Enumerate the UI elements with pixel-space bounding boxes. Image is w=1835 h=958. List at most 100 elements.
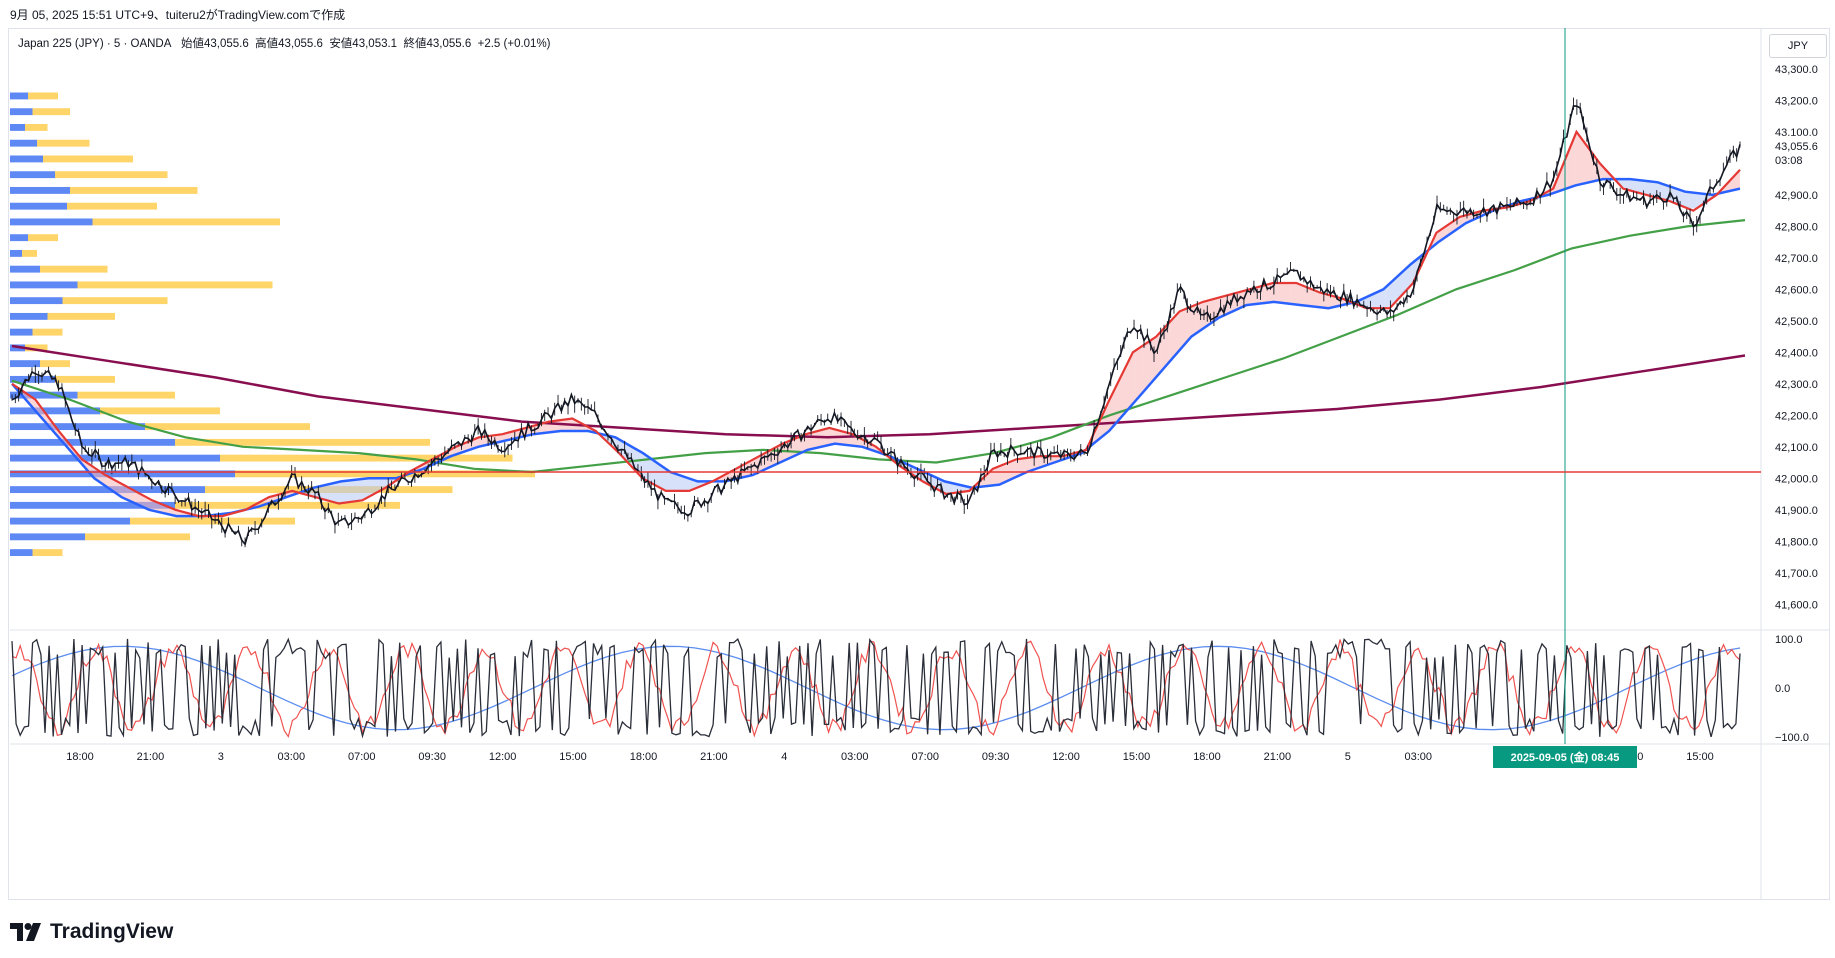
ema-fill-segment (996, 463, 1006, 485)
vp-up-bar (10, 218, 93, 226)
vp-down-bar (55, 171, 168, 179)
vp-up-bar (10, 423, 145, 431)
time-tick-label: 12:00 (1052, 751, 1080, 763)
price-tick-label: 41,700.0 (1775, 568, 1818, 580)
ema-fill-segment (357, 478, 367, 501)
close-value: 終値43,055.6 (403, 38, 472, 50)
price-tick-label: 41,900.0 (1775, 505, 1818, 517)
time-tick-label: 18:00 (1193, 751, 1221, 763)
vp-down-bar (77, 391, 175, 399)
ema-fill-segment (331, 481, 341, 504)
time-tick-label: 3 (218, 751, 224, 763)
ema-fill-segment (1688, 192, 1697, 209)
last-price-label: 43,055.6 (1775, 141, 1818, 153)
time-tick-label: 09:30 (982, 751, 1010, 763)
ema-fill-segment (1290, 283, 1300, 305)
price-tick-label: 42,300.0 (1775, 379, 1818, 391)
vp-down-bar (28, 234, 58, 242)
vp-up-bar (10, 360, 40, 368)
open-value: 始値43,055.6 (181, 38, 249, 50)
ema-fill-segment (262, 496, 272, 506)
ema-fill-segment (1169, 312, 1179, 362)
ema-fill-segment (1212, 296, 1222, 322)
sma-200-line (11, 219, 1746, 474)
vp-down-bar (43, 155, 133, 163)
price-tick-label: 42,600.0 (1775, 284, 1818, 296)
time-tick-label: 15:00 (559, 751, 587, 763)
volume-profile (10, 92, 535, 557)
time-tick-label: 15:00 (1686, 751, 1714, 763)
vp-up-bar (10, 501, 175, 509)
vp-up-bar (10, 186, 70, 194)
ema-fill-segment (1644, 180, 1654, 197)
vp-down-bar (145, 423, 310, 431)
ema-fill-segment (1567, 133, 1576, 189)
ema-fill-segment (1696, 193, 1706, 209)
ema-fill-segment (1273, 283, 1283, 303)
logo-text: TradingView (50, 920, 174, 943)
vp-up-bar (10, 202, 67, 210)
vp-up-bar (10, 281, 78, 289)
ema-fill-segment (1282, 283, 1291, 304)
stoch_k-line (11, 637, 1741, 739)
time-tick-label: 21:00 (1264, 751, 1292, 763)
vp-down-bar (40, 360, 70, 368)
price-tick-label: 43,200.0 (1775, 95, 1818, 107)
price-tick-label: 41,800.0 (1775, 536, 1818, 548)
currency-button[interactable]: JPY (1769, 34, 1827, 58)
price-tick-label: 41,600.0 (1775, 599, 1818, 611)
vp-down-bar (32, 549, 63, 557)
axes: 43,300.043,200.043,100.042,900.042,800.0… (10, 28, 1830, 900)
ema-fill-segment (1135, 344, 1144, 402)
vp-down-bar (25, 124, 48, 131)
tradingview-logo[interactable]: TradingView (10, 920, 173, 944)
ema-fill-segment (1679, 189, 1689, 209)
vp-down-bar (40, 265, 108, 273)
vp-down-bar (175, 501, 400, 509)
ema-fill-segment (556, 419, 565, 432)
ema-fill-segment (1627, 179, 1637, 193)
vp-down-bar (22, 249, 37, 257)
time-tick-label: 07:00 (911, 751, 939, 763)
time-tick-label: 12:00 (489, 751, 517, 763)
time-tick-label: 09:30 (418, 751, 446, 763)
ema-fill-segment (1308, 287, 1317, 307)
vp-up-bar (10, 171, 55, 179)
ema-fill-segment (1619, 179, 1628, 190)
sma-long-line (11, 344, 1746, 439)
vp-up-bar (10, 391, 78, 399)
close-line (11, 105, 1741, 547)
ema-fill-segment (1575, 133, 1585, 186)
vp-down-bar (37, 139, 90, 147)
vp-up-bar (10, 533, 85, 541)
ema-fill-segment (625, 443, 635, 470)
vp-down-bar (220, 454, 513, 462)
time-tick-label: 21:00 (137, 751, 165, 763)
ema-fill-segment (815, 429, 825, 449)
osc-tick-label: 0.0 (1775, 683, 1790, 695)
time-tick-label: 03:00 (841, 751, 869, 763)
vp-up-bar (10, 517, 130, 525)
vp-down-bar (175, 438, 430, 446)
time-tick-label: 03:00 (1404, 751, 1432, 763)
time-tick-label: 4 (781, 751, 787, 763)
ema-fill-segment (1178, 308, 1188, 352)
vp-up-bar (10, 234, 28, 242)
vp-up-bar (10, 249, 22, 257)
ema-fill-segment (677, 474, 686, 491)
vp-down-bar (70, 186, 198, 194)
chart-frame (8, 28, 1830, 900)
ema-fill-segment (323, 483, 332, 502)
ema-fill-segment (1100, 400, 1110, 438)
price-tick-label: 42,400.0 (1775, 347, 1818, 359)
vp-down-bar (67, 202, 157, 210)
ema-fill-segment (348, 479, 358, 503)
ema-fill-segment (1126, 350, 1136, 412)
vp-up-bar (10, 375, 55, 383)
ema-fill-segment (1446, 220, 1455, 237)
ema-fill-segment (841, 431, 851, 446)
cursor-time-badge (1493, 746, 1637, 768)
symbol-name[interactable]: Japan 225 (JPY) · 5 · OANDA (18, 38, 172, 50)
ema-fill-segment (1316, 291, 1326, 308)
